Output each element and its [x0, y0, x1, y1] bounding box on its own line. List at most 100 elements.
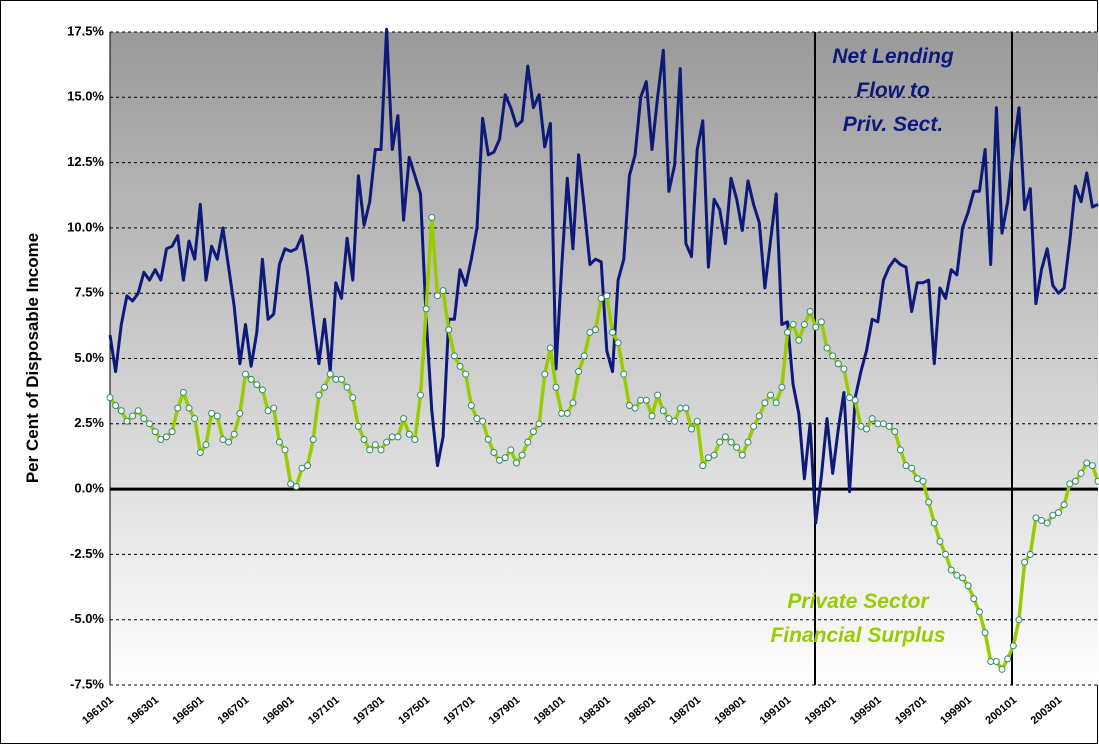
point [637, 396, 645, 404]
point [1060, 501, 1068, 509]
point [162, 433, 170, 441]
point [377, 446, 385, 454]
point [445, 326, 453, 334]
point [665, 415, 673, 423]
point [275, 438, 283, 446]
point [868, 415, 876, 423]
point [191, 415, 199, 423]
point [450, 352, 458, 360]
point [546, 344, 554, 352]
point [829, 352, 837, 360]
point [473, 415, 481, 423]
point [682, 404, 690, 412]
point [371, 441, 379, 449]
y-tick-label: 0.0% [74, 481, 104, 496]
point [959, 574, 967, 582]
point [535, 420, 543, 428]
point [185, 404, 193, 412]
point [134, 407, 142, 415]
point [942, 550, 950, 558]
point [902, 462, 910, 470]
point [795, 336, 803, 344]
point [146, 420, 154, 428]
point [349, 394, 357, 402]
point [411, 435, 419, 443]
point [1021, 558, 1029, 566]
point [846, 394, 854, 402]
point [727, 438, 735, 446]
point [417, 391, 425, 399]
point [913, 475, 921, 483]
point [247, 375, 255, 383]
point [592, 326, 600, 334]
y-tick-label: 17.5% [67, 23, 104, 38]
point [501, 454, 509, 462]
point [744, 438, 752, 446]
point [563, 409, 571, 417]
point [733, 443, 741, 451]
point [439, 287, 447, 295]
point [270, 404, 278, 412]
point [823, 344, 831, 352]
point [219, 435, 227, 443]
point [117, 407, 125, 415]
point [484, 435, 492, 443]
point [292, 482, 300, 490]
point [524, 438, 532, 446]
point [337, 375, 345, 383]
point [778, 383, 786, 391]
point [947, 566, 955, 574]
point [620, 370, 628, 378]
point [755, 412, 763, 420]
point [106, 394, 114, 402]
point [496, 456, 504, 464]
annotation: Financial Surplus [770, 624, 945, 647]
point [354, 422, 362, 430]
point [597, 294, 605, 302]
point [529, 428, 537, 436]
point [558, 409, 566, 417]
point [112, 402, 120, 410]
point [1083, 459, 1091, 467]
point [383, 438, 391, 446]
point [981, 629, 989, 637]
point [400, 415, 408, 423]
point [405, 430, 413, 438]
point [321, 383, 329, 391]
point [919, 477, 927, 485]
point [840, 365, 848, 373]
y-tick-label: 2.5% [74, 415, 104, 430]
point [541, 370, 549, 378]
point [479, 417, 487, 425]
point [1088, 462, 1096, 470]
point [1043, 519, 1051, 527]
point [857, 422, 865, 430]
point [750, 422, 758, 430]
y-axis-title: Per Cent of Disposable Income [23, 233, 42, 483]
point [298, 464, 306, 472]
annotation: Priv. Sect. [843, 113, 943, 136]
point [671, 417, 679, 425]
point [174, 404, 182, 412]
point [964, 582, 972, 590]
point [1049, 511, 1057, 519]
point [1004, 655, 1012, 663]
point [659, 407, 667, 415]
point [896, 446, 904, 454]
point [891, 428, 899, 436]
point [648, 412, 656, 420]
point [851, 396, 859, 404]
point [507, 446, 515, 454]
point [253, 381, 261, 389]
point [179, 388, 187, 396]
point [688, 425, 696, 433]
point [433, 292, 441, 300]
annotation: Net Lending [832, 45, 953, 68]
point [625, 402, 633, 410]
point [202, 441, 210, 449]
point [343, 383, 351, 391]
y-tick-label: -7.5% [70, 676, 104, 691]
point [518, 451, 526, 459]
point [614, 339, 622, 347]
point [490, 449, 498, 457]
